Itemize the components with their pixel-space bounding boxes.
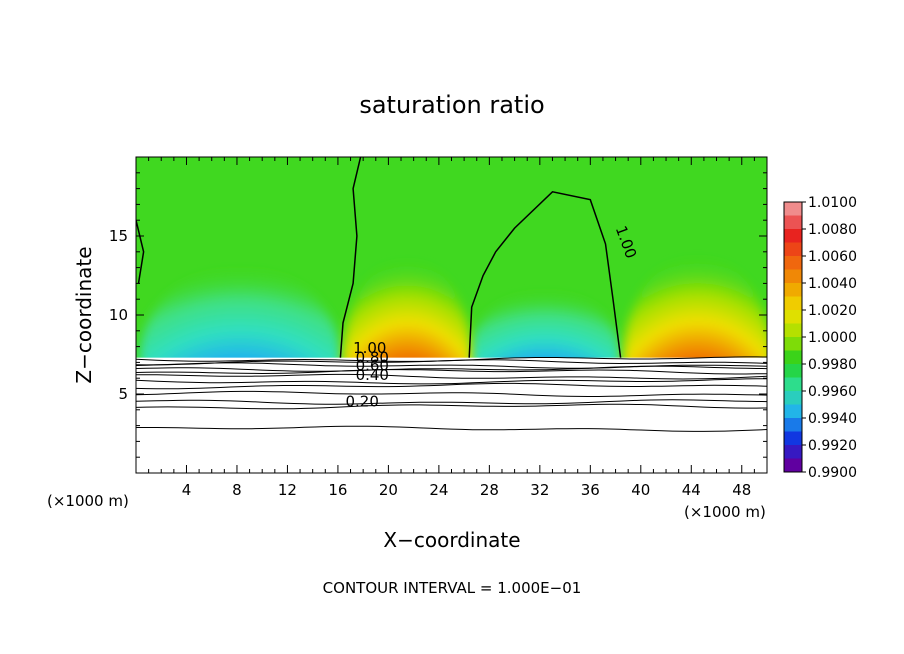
contour-label-1: 1.00 (353, 339, 386, 357)
contour-line-9 (136, 390, 767, 397)
colorbar-label-10: 0.9920 (808, 438, 857, 454)
colorbar-swatch-16 (784, 404, 802, 419)
colorbar-swatch-8 (784, 296, 802, 311)
y-axis-label: Z−coordinate (72, 246, 96, 383)
x-tick-label-24: 24 (429, 481, 448, 499)
colorbar-label-1: 1.0100 (808, 195, 857, 211)
colorbar-swatch-11 (784, 337, 802, 351)
colorbar-label-6: 1.0000 (808, 330, 857, 346)
isoline-1-00-3 (136, 220, 145, 284)
plot-area: 1.000.800.600.400.201.00 (136, 157, 767, 473)
colorbar-label-8: 0.9960 (808, 384, 857, 400)
x-unit-left: (×1000 m) (47, 492, 129, 510)
below-cloud-base (136, 357, 767, 473)
contour-label-3: 0.60 (356, 356, 389, 374)
y-tick-label-10: 10 (109, 306, 128, 324)
isoline-1-00-2 (468, 190, 622, 358)
x-tick-label-20: 20 (379, 481, 398, 499)
colorbar-swatch-4 (784, 242, 802, 257)
colorbar-swatch-14 (784, 377, 802, 392)
y-axis-ticks: 5 10 15 (109, 172, 767, 458)
x-tick-label-40: 40 (631, 481, 650, 499)
x-tick-label-4: 4 (182, 481, 192, 499)
x-tick-label-8: 8 (232, 481, 242, 499)
colorbar-swatch-18 (784, 431, 802, 446)
x-tick-label-16: 16 (328, 481, 347, 499)
chart-title: saturation ratio (359, 91, 544, 119)
contour-label-4: 0.40 (356, 366, 389, 384)
x-tick-label-12: 12 (278, 481, 297, 499)
colorbar-swatch-19 (784, 445, 802, 459)
colorbar-swatch-20 (784, 458, 802, 473)
contour-line-8 (136, 382, 767, 390)
contour-interval-note: CONTOUR INTERVAL = 1.000E−01 (323, 579, 582, 597)
colorbar-swatch-12 (784, 350, 802, 365)
colorbar-swatch-2 (784, 215, 802, 230)
x-axis-ticks: 4 8 12 16 20 24 28 32 36 40 44 48 (148, 157, 755, 499)
isoline-1-00-1 (339, 157, 362, 358)
colorbar-swatch-15 (784, 391, 802, 405)
colorbar-label-3: 1.0060 (808, 249, 857, 265)
colorbar-label-2: 1.0080 (808, 222, 857, 238)
contour-label-5: 0.20 (345, 393, 378, 411)
contour-line-11 (136, 403, 767, 410)
contour-layer: 1.000.800.600.400.201.00 (136, 157, 767, 432)
colorbar-swatch-7 (784, 283, 802, 297)
colorbar-swatch-3 (784, 229, 802, 243)
x-tick-label-32: 32 (530, 481, 549, 499)
colorbar-label-11: 0.9900 (808, 465, 857, 481)
colorbar-swatch-6 (784, 269, 802, 284)
x-axis-label: X−coordinate (383, 528, 520, 552)
colorbar-swatch-13 (784, 364, 802, 378)
contour-line-2 (136, 359, 767, 366)
colorbar-label-9: 0.9940 (808, 411, 857, 427)
contour-line-5 (136, 369, 767, 375)
contour-line-10 (136, 399, 767, 405)
x-tick-label-36: 36 (581, 481, 600, 499)
x-tick-label-48: 48 (732, 481, 751, 499)
colorbar-swatch-5 (784, 256, 802, 270)
contour-line-12 (136, 425, 767, 432)
contour-line-4 (136, 365, 767, 372)
colorbar-swatch-9 (784, 310, 802, 324)
contour-line-7 (136, 378, 767, 385)
colorbar-swatch-10 (784, 323, 802, 338)
colorbar-label-4: 1.0040 (808, 276, 857, 292)
colorbar-swatch-1 (784, 202, 802, 216)
colorbar-label-5: 1.0020 (808, 303, 857, 319)
x-unit-right: (×1000 m) (684, 503, 766, 521)
x-tick-label-28: 28 (480, 481, 499, 499)
x-tick-label-44: 44 (682, 481, 701, 499)
contour-label-2: 0.80 (356, 348, 389, 366)
contour-line-6 (136, 373, 767, 380)
colorbar: 1.0100 1.0080 1.0060 1.0040 1.0020 1.0000 0.99… (783, 195, 857, 481)
y-tick-label-5: 5 (118, 385, 128, 403)
colorbar-label-7: 0.9980 (808, 357, 857, 373)
y-tick-label-15: 15 (109, 227, 128, 245)
colorbar-swatch-17 (784, 418, 802, 432)
